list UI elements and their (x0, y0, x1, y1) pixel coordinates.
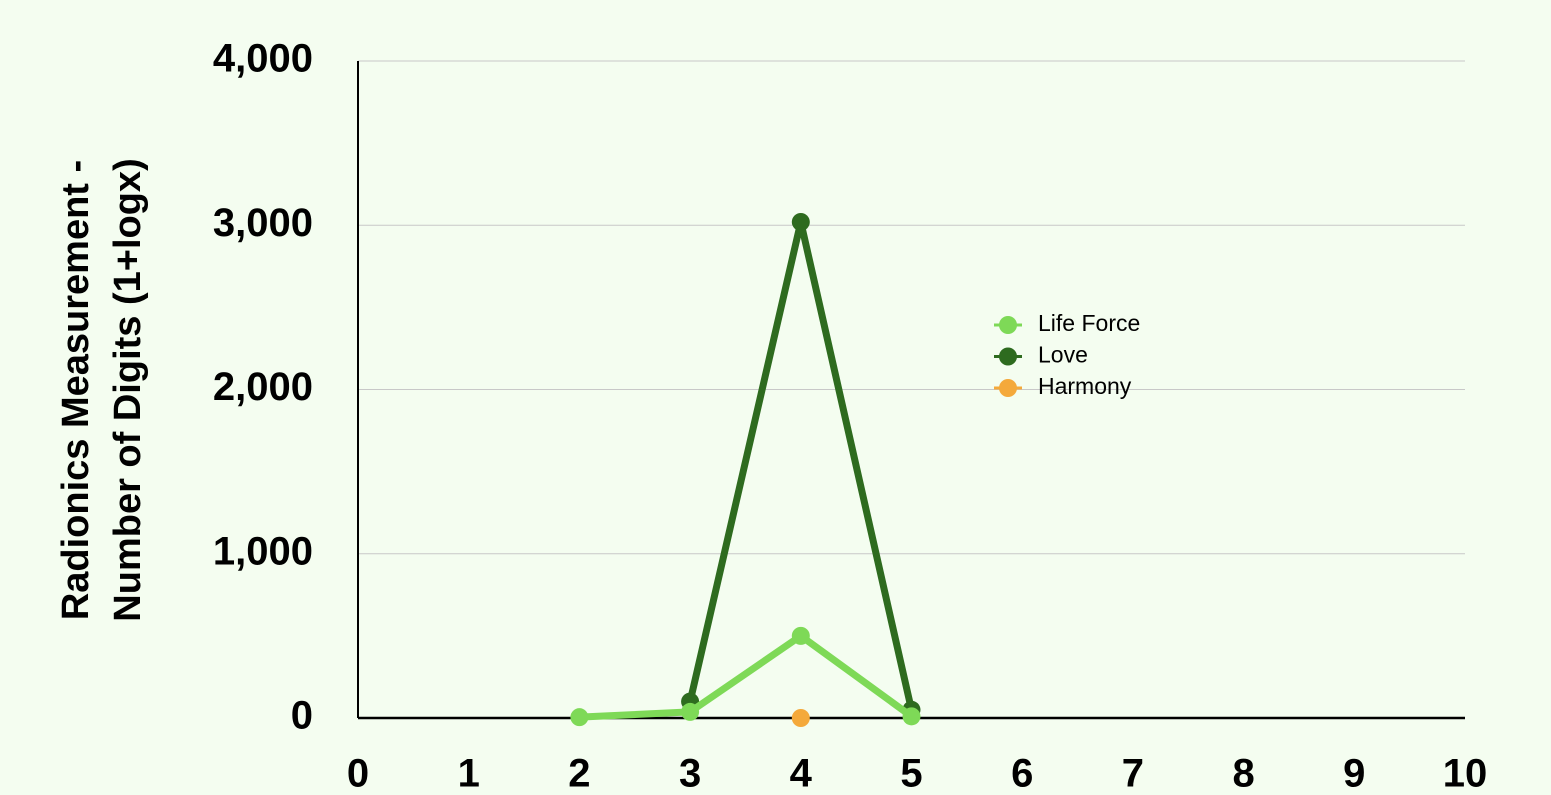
x-tick-label: 3 (679, 752, 701, 795)
y-tick-label: 0 (291, 694, 313, 738)
y-axis-title: Radionics Measurement - Number of Digits… (55, 158, 149, 621)
y-axis-title-line: Radionics Measurement - (55, 160, 97, 620)
legend-label: Love (1038, 342, 1088, 368)
legend-label: Life Force (1038, 310, 1140, 336)
data-point (791, 709, 810, 727)
x-tick-label: 1 (458, 752, 480, 795)
y-tick-label: 4,000 (213, 37, 313, 81)
data-point (570, 708, 589, 727)
legend-marker (999, 379, 1017, 397)
legend-marker (999, 316, 1017, 334)
x-tick-label: 2 (568, 752, 590, 795)
legend-label: Harmony (1038, 373, 1132, 399)
data-point (902, 707, 921, 726)
x-tick-label: 9 (1343, 752, 1365, 795)
y-tick-label: 2,000 (213, 365, 313, 409)
y-axis-title-line: Number of Digits (1+logx) (107, 158, 149, 621)
x-tick-label: 5 (900, 752, 922, 795)
x-tick-label: 4 (790, 752, 813, 795)
x-tick-label: 8 (1232, 752, 1254, 795)
x-tick-label: 0 (347, 752, 369, 795)
x-tick-label: 7 (1122, 752, 1144, 795)
y-tick-label: 1,000 (213, 529, 313, 573)
data-point (791, 626, 810, 645)
legend-marker (999, 347, 1017, 366)
x-tick-label: 6 (1011, 752, 1033, 795)
series-line (579, 632, 914, 721)
data-point (791, 212, 810, 231)
data-point (681, 702, 700, 721)
x-tick-label: 10 (1443, 752, 1488, 795)
y-tick-label: 3,000 (213, 201, 313, 245)
